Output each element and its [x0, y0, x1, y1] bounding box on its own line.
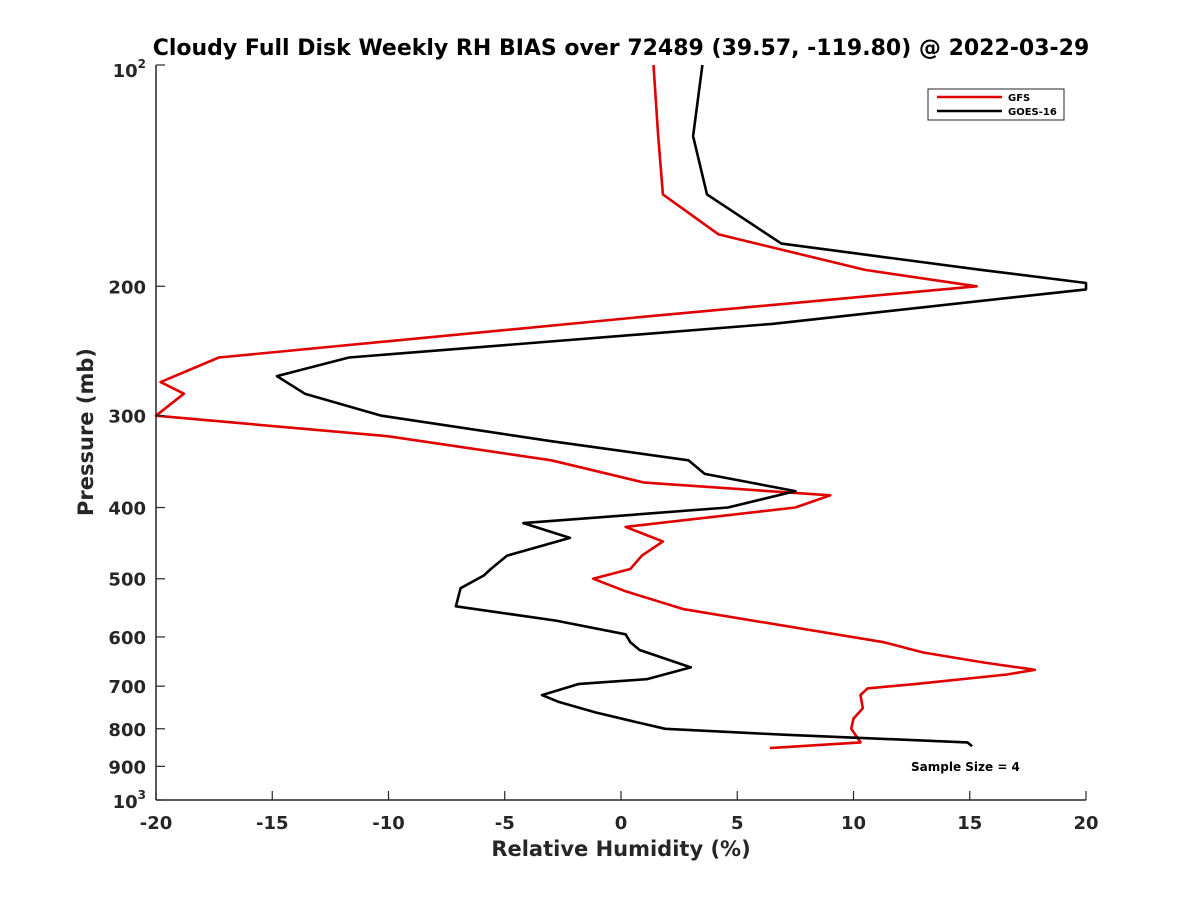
x-tick-label: 20	[1073, 813, 1098, 834]
y-tick-label: 200	[108, 277, 146, 298]
y-tick-label: 600	[108, 628, 146, 649]
y-tick-label: 300	[108, 407, 146, 428]
x-axis-label: Relative Humidity (%)	[491, 837, 750, 861]
y-tick-label: 103	[113, 788, 146, 813]
x-tick-label: -15	[256, 813, 289, 834]
x-tick-label: -5	[495, 813, 515, 834]
y-tick-label: 500	[108, 570, 146, 591]
chart-title: Cloudy Full Disk Weekly RH BIAS over 724…	[153, 36, 1090, 61]
plot-area	[154, 64, 1088, 801]
y-axis-label: Pressure (mb)	[74, 348, 98, 516]
y-tick-label-exponent: 2	[138, 57, 146, 71]
x-tick-label: 5	[731, 813, 744, 834]
y-tick-label-base: 300	[108, 407, 146, 428]
series-layer	[154, 64, 1088, 750]
x-tick-label: -20	[140, 813, 173, 834]
y-tick-label-exponent: 3	[138, 788, 146, 802]
x-tick-label: 10	[841, 813, 866, 834]
y-tick-label-base: 10	[113, 61, 138, 82]
y-tick-label-base: 200	[108, 277, 146, 298]
x-tick-label: -10	[372, 813, 405, 834]
y-tick-label: 102	[113, 57, 146, 82]
y-tick-label-base: 800	[108, 720, 146, 741]
series-gfs-line	[154, 64, 1037, 750]
x-tick-label: 0	[615, 813, 628, 834]
y-tick-label-base: 400	[108, 499, 146, 520]
legend-box	[927, 88, 1065, 121]
y-tick-label: 900	[108, 757, 146, 778]
y-tick-label-base: 500	[108, 570, 146, 591]
sample-size-annotation: Sample Size = 4	[911, 760, 1020, 774]
plot-frame	[156, 65, 1086, 800]
y-tick-label-base: 700	[108, 677, 146, 698]
series-goes-16-line	[275, 64, 1088, 748]
y-tick-label-base: 600	[108, 628, 146, 649]
y-tick-label-base: 900	[108, 757, 146, 778]
x-ticks: -20 -15 -10 -5 0 5 10 15 20	[140, 791, 1099, 834]
y-tick-label-base: 10	[113, 792, 138, 813]
legend[interactable]: GFS GOES-16	[927, 88, 1065, 121]
legend-label-gfs: GFS	[1008, 93, 1030, 104]
x-tick-label: 15	[957, 813, 982, 834]
y-tick-label: 700	[108, 677, 146, 698]
y-tick-label: 400	[108, 499, 146, 520]
legend-label-goes-16: GOES-16	[1008, 107, 1057, 118]
y-tick-label: 800	[108, 720, 146, 741]
